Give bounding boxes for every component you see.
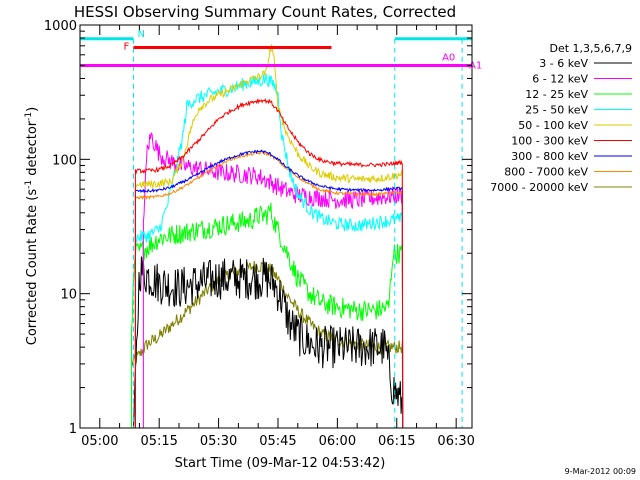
y-label-part-2: detector xyxy=(25,120,40,180)
legend: Det 1,3,5,6,7,9 3 - 6 keV 6 - 12 keV 12 - … xyxy=(490,42,632,194)
x-tick-label-0: 05:00 xyxy=(81,434,118,449)
chart-title: HESSI Observing Summary Count Rates, Cor… xyxy=(74,3,456,21)
x-tick-label-3: 05:45 xyxy=(259,434,296,449)
y-label-part-3: ) xyxy=(25,107,40,112)
y-tick-label-0: 1 xyxy=(69,422,77,437)
annotation-layer: NF A0 A1 xyxy=(80,29,482,428)
legend-label-3: 25 - 50 keV xyxy=(525,104,588,117)
n-label: N xyxy=(137,29,144,40)
series-line-2 xyxy=(131,202,404,429)
legend-title: Det 1,3,5,6,7,9 xyxy=(549,42,632,55)
series-line-6 xyxy=(134,149,404,429)
series-line-5 xyxy=(134,97,404,429)
legend-label-0: 3 - 6 keV xyxy=(539,57,588,70)
y-tick-label-1: 10 xyxy=(60,288,77,303)
series-line-0 xyxy=(133,256,404,429)
tick-layer: 05:00 05:15 05:30 05:45 06:00 06:15 06:30 1 10 10… xyxy=(44,19,475,449)
y-tick-label-3: 1000 xyxy=(44,19,77,34)
y-label-sup-1: -1 xyxy=(24,180,34,189)
legend-label-8: 7000 - 20000 keV xyxy=(490,181,588,194)
legend-label-5: 100 - 300 keV xyxy=(511,135,588,148)
series-layer xyxy=(131,44,404,429)
x-tick-label-5: 06:15 xyxy=(378,434,415,449)
plot-frame xyxy=(79,24,473,429)
legend-label-1: 6 - 12 keV xyxy=(532,73,588,86)
x-tick-label-2: 05:30 xyxy=(200,434,237,449)
f-label: F xyxy=(123,41,129,52)
a1-label: A1 xyxy=(469,60,482,71)
x-axis-label: Start Time (09-Mar-12 04:53:42) xyxy=(175,456,386,471)
x-tick-label-1: 05:15 xyxy=(140,434,177,449)
series-line-1 xyxy=(142,131,404,429)
y-label-sup-2: -1 xyxy=(24,112,34,121)
series-line-3 xyxy=(134,73,404,429)
x-tick-label-6: 06:30 xyxy=(437,434,474,449)
y-axis-label: Corrected Count Rate (s-1 detector-1) xyxy=(24,107,40,345)
legend-label-4: 50 - 100 keV xyxy=(518,119,588,132)
a0-label: A0 xyxy=(442,52,455,63)
series-line-4 xyxy=(134,44,404,429)
y-tick-label-2: 100 xyxy=(52,153,77,168)
y-label-part-1: Corrected Count Rate (s xyxy=(25,189,40,346)
x-tick-label-4: 06:00 xyxy=(319,434,356,449)
plot-area: NF A0 A1 05:00 05:15 05:30 05:45 06:00 06:15 06:… xyxy=(44,19,482,449)
legend-label-2: 12 - 25 keV xyxy=(525,88,588,101)
timestamp: 9-Mar-2012 00:09 xyxy=(565,467,636,476)
legend-label-6: 300 - 800 keV xyxy=(511,150,588,163)
legend-label-7: 800 - 7000 keV xyxy=(504,166,588,179)
